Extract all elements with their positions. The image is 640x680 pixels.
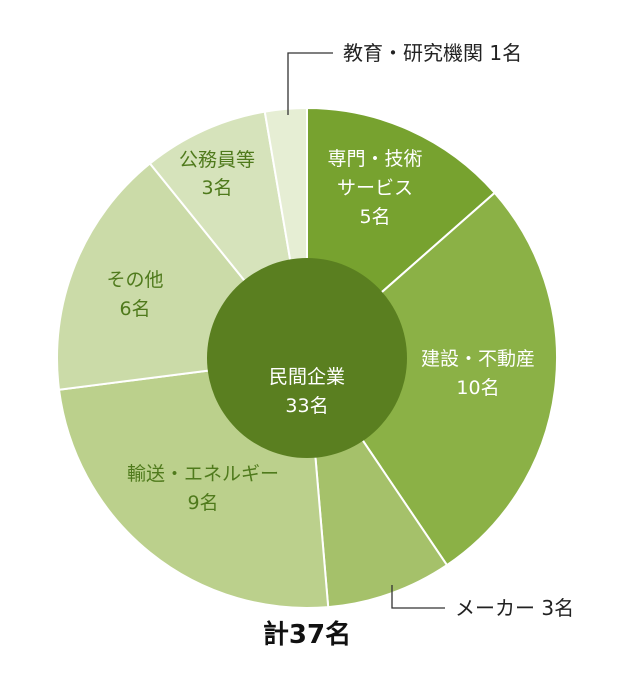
label-construction: 建設・不動産: [421, 348, 535, 370]
label-education: 教育・研究機関 1名: [343, 41, 522, 65]
label-transport-value: 9名: [187, 492, 218, 514]
label-professional-line2: サービス: [337, 177, 413, 199]
label-other-value: 6名: [119, 298, 150, 320]
label-transport: 輸送・エネルギー: [127, 463, 279, 485]
label-other: その他: [106, 269, 163, 291]
label-construction-value: 10名: [456, 377, 499, 399]
total-label: 計37名: [263, 619, 351, 650]
inner-label-category: 民間企業: [269, 366, 345, 388]
leader-line-manufacturer: [391, 585, 445, 609]
label-manufacturer: メーカー 3名: [455, 596, 574, 620]
inner-label-value: 33名: [285, 395, 328, 417]
inner-disk-private-companies: [207, 258, 407, 458]
pie-slice-2: [305, 191, 559, 567]
leader-line-education: [287, 52, 333, 115]
label-public-servants-value: 3名: [201, 177, 232, 199]
label-professional-line1: 専門・技術: [327, 148, 422, 170]
label-public-servants: 公務員等: [179, 149, 255, 171]
label-professional-value: 5名: [359, 206, 390, 228]
